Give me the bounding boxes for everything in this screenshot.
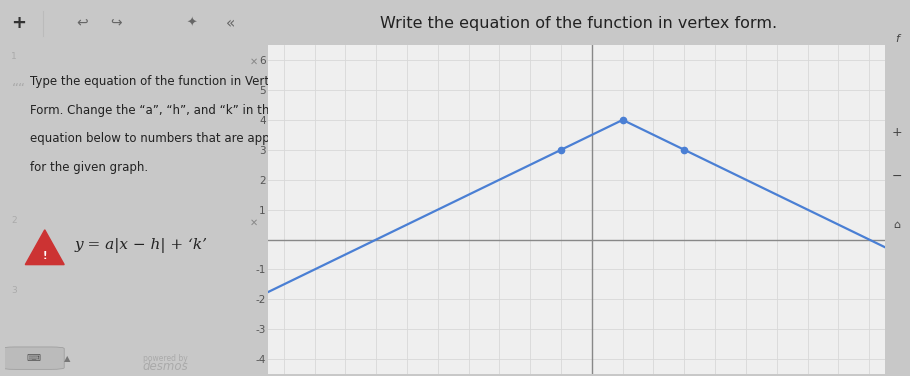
Text: ▲: ▲ — [64, 354, 70, 362]
Text: for the given graph.: for the given graph. — [31, 161, 148, 174]
Text: 3: 3 — [11, 287, 16, 295]
Text: ⌨: ⌨ — [26, 353, 40, 363]
Text: ↪: ↪ — [110, 16, 122, 30]
Text: ““: ““ — [13, 82, 26, 96]
Text: ↩: ↩ — [76, 16, 88, 30]
Polygon shape — [25, 230, 65, 265]
Text: ✕: ✕ — [249, 218, 258, 228]
Text: 2: 2 — [11, 216, 16, 225]
Text: desmos: desmos — [143, 359, 188, 373]
Text: equation below to numbers that are appropriate: equation below to numbers that are appro… — [31, 132, 317, 145]
Text: «: « — [226, 16, 235, 31]
Text: powered by: powered by — [143, 354, 187, 363]
Text: +: + — [11, 15, 26, 32]
Text: +: + — [892, 126, 903, 139]
FancyBboxPatch shape — [2, 347, 65, 369]
Text: ✕: ✕ — [249, 57, 258, 67]
Text: ✦: ✦ — [186, 17, 197, 30]
Text: ⌂: ⌂ — [894, 220, 901, 230]
Text: y = a|x − h| + ‘k’: y = a|x − h| + ‘k’ — [75, 238, 207, 253]
Text: Form. Change the “a”, “h”, and “k” in the: Form. Change the “a”, “h”, and “k” in th… — [31, 104, 278, 117]
Text: Write the equation of the function in vertex form.: Write the equation of the function in ve… — [380, 16, 777, 31]
Text: −: − — [892, 170, 903, 183]
Text: Type the equation of the function in Vertex: Type the equation of the function in Ver… — [31, 75, 284, 88]
Text: f: f — [895, 34, 899, 44]
Text: 1: 1 — [11, 52, 16, 61]
Text: !: ! — [43, 250, 47, 261]
